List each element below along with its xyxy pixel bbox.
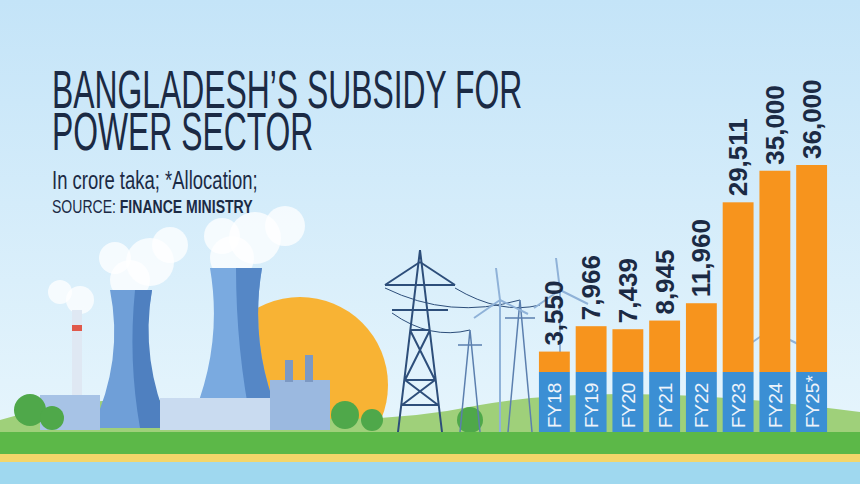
chimney-stripe xyxy=(72,325,82,331)
category-box xyxy=(759,372,790,432)
source: SOURCE: FINANCE MINISTRY xyxy=(52,196,253,216)
steam xyxy=(99,242,131,274)
category-box xyxy=(612,372,643,432)
pylon-frame xyxy=(398,250,442,432)
steam xyxy=(204,218,240,254)
category-box xyxy=(576,372,607,432)
data-label: 29,511 xyxy=(723,118,753,196)
tick-label: FY24 xyxy=(765,382,786,428)
tick-label: FY25* xyxy=(802,375,823,428)
pipe xyxy=(305,355,313,382)
source-name: FINANCE MINISTRY xyxy=(120,196,253,216)
water xyxy=(0,462,860,484)
category-axis: FY18 FY19 FY20 FY21 FY22 FY23 FY24 FY25* xyxy=(539,372,827,432)
ground xyxy=(0,432,860,454)
bar xyxy=(723,202,754,372)
title: BANGLADESH’S SUBSIDY FORPOWER SECTOR xyxy=(52,59,522,161)
bar xyxy=(686,303,717,372)
tree xyxy=(361,409,383,431)
data-label: 36,000 xyxy=(797,79,827,159)
bars xyxy=(539,165,827,372)
steam xyxy=(48,280,72,304)
bar xyxy=(759,171,790,372)
pylon-small-frame xyxy=(458,300,535,432)
category-box xyxy=(796,372,827,432)
building xyxy=(160,398,270,430)
pylon-small xyxy=(458,300,535,432)
category-box xyxy=(686,372,717,432)
building xyxy=(40,395,100,430)
steam xyxy=(152,227,188,263)
tick-label: FY22 xyxy=(691,383,712,428)
building xyxy=(270,380,330,430)
data-label: 7,439 xyxy=(613,258,643,323)
chart-canvas: BANGLADESH’S SUBSIDY FORPOWER SECTOR In c… xyxy=(0,0,860,484)
category-box xyxy=(539,372,570,432)
bar xyxy=(576,326,607,372)
data-labels: 3,5507,9667,4398,94511,96029,51135,00036… xyxy=(539,79,826,345)
tick-label: FY23 xyxy=(728,383,749,428)
bar xyxy=(649,321,680,372)
page: {"chart_data": {"type": "bar", "title": … xyxy=(0,0,860,484)
turbine-blades xyxy=(474,268,528,318)
source-group: SOURCE: FINANCE MINISTRY xyxy=(52,196,253,216)
tick-label: FY18 xyxy=(544,383,565,428)
source-label: SOURCE: xyxy=(52,196,120,216)
background xyxy=(0,0,860,484)
data-label: 35,000 xyxy=(760,85,790,165)
tick-label: FY19 xyxy=(581,383,602,428)
bar xyxy=(612,329,643,372)
category-box xyxy=(723,372,754,432)
data-label: 3,550 xyxy=(539,281,569,346)
pylon-arms xyxy=(385,262,455,310)
tree xyxy=(40,406,64,430)
pylon xyxy=(385,250,455,432)
cooling-tower xyxy=(92,290,170,428)
data-label: 7,966 xyxy=(576,255,606,320)
ground-strip xyxy=(0,454,860,462)
pipe xyxy=(285,360,293,382)
title-line: POWER SECTOR xyxy=(52,101,313,161)
tick-label: FY21 xyxy=(655,383,676,428)
data-label: 11,960 xyxy=(686,219,716,297)
category-box xyxy=(649,372,680,432)
subtitle-group: In crore taka; *Allocation; xyxy=(52,166,258,194)
tick-label: FY20 xyxy=(618,383,639,428)
bar xyxy=(796,165,827,372)
data-label: 8,945 xyxy=(650,249,680,314)
steam xyxy=(265,206,305,246)
turbine-tower xyxy=(499,300,501,432)
subtitle: In crore taka; *Allocation; xyxy=(52,166,258,194)
bar xyxy=(539,352,570,372)
title-group: BANGLADESH’S SUBSIDY FORPOWER SECTOR xyxy=(52,59,522,161)
tree xyxy=(331,401,359,429)
power-line xyxy=(385,288,540,333)
wind-turbine xyxy=(474,268,528,432)
